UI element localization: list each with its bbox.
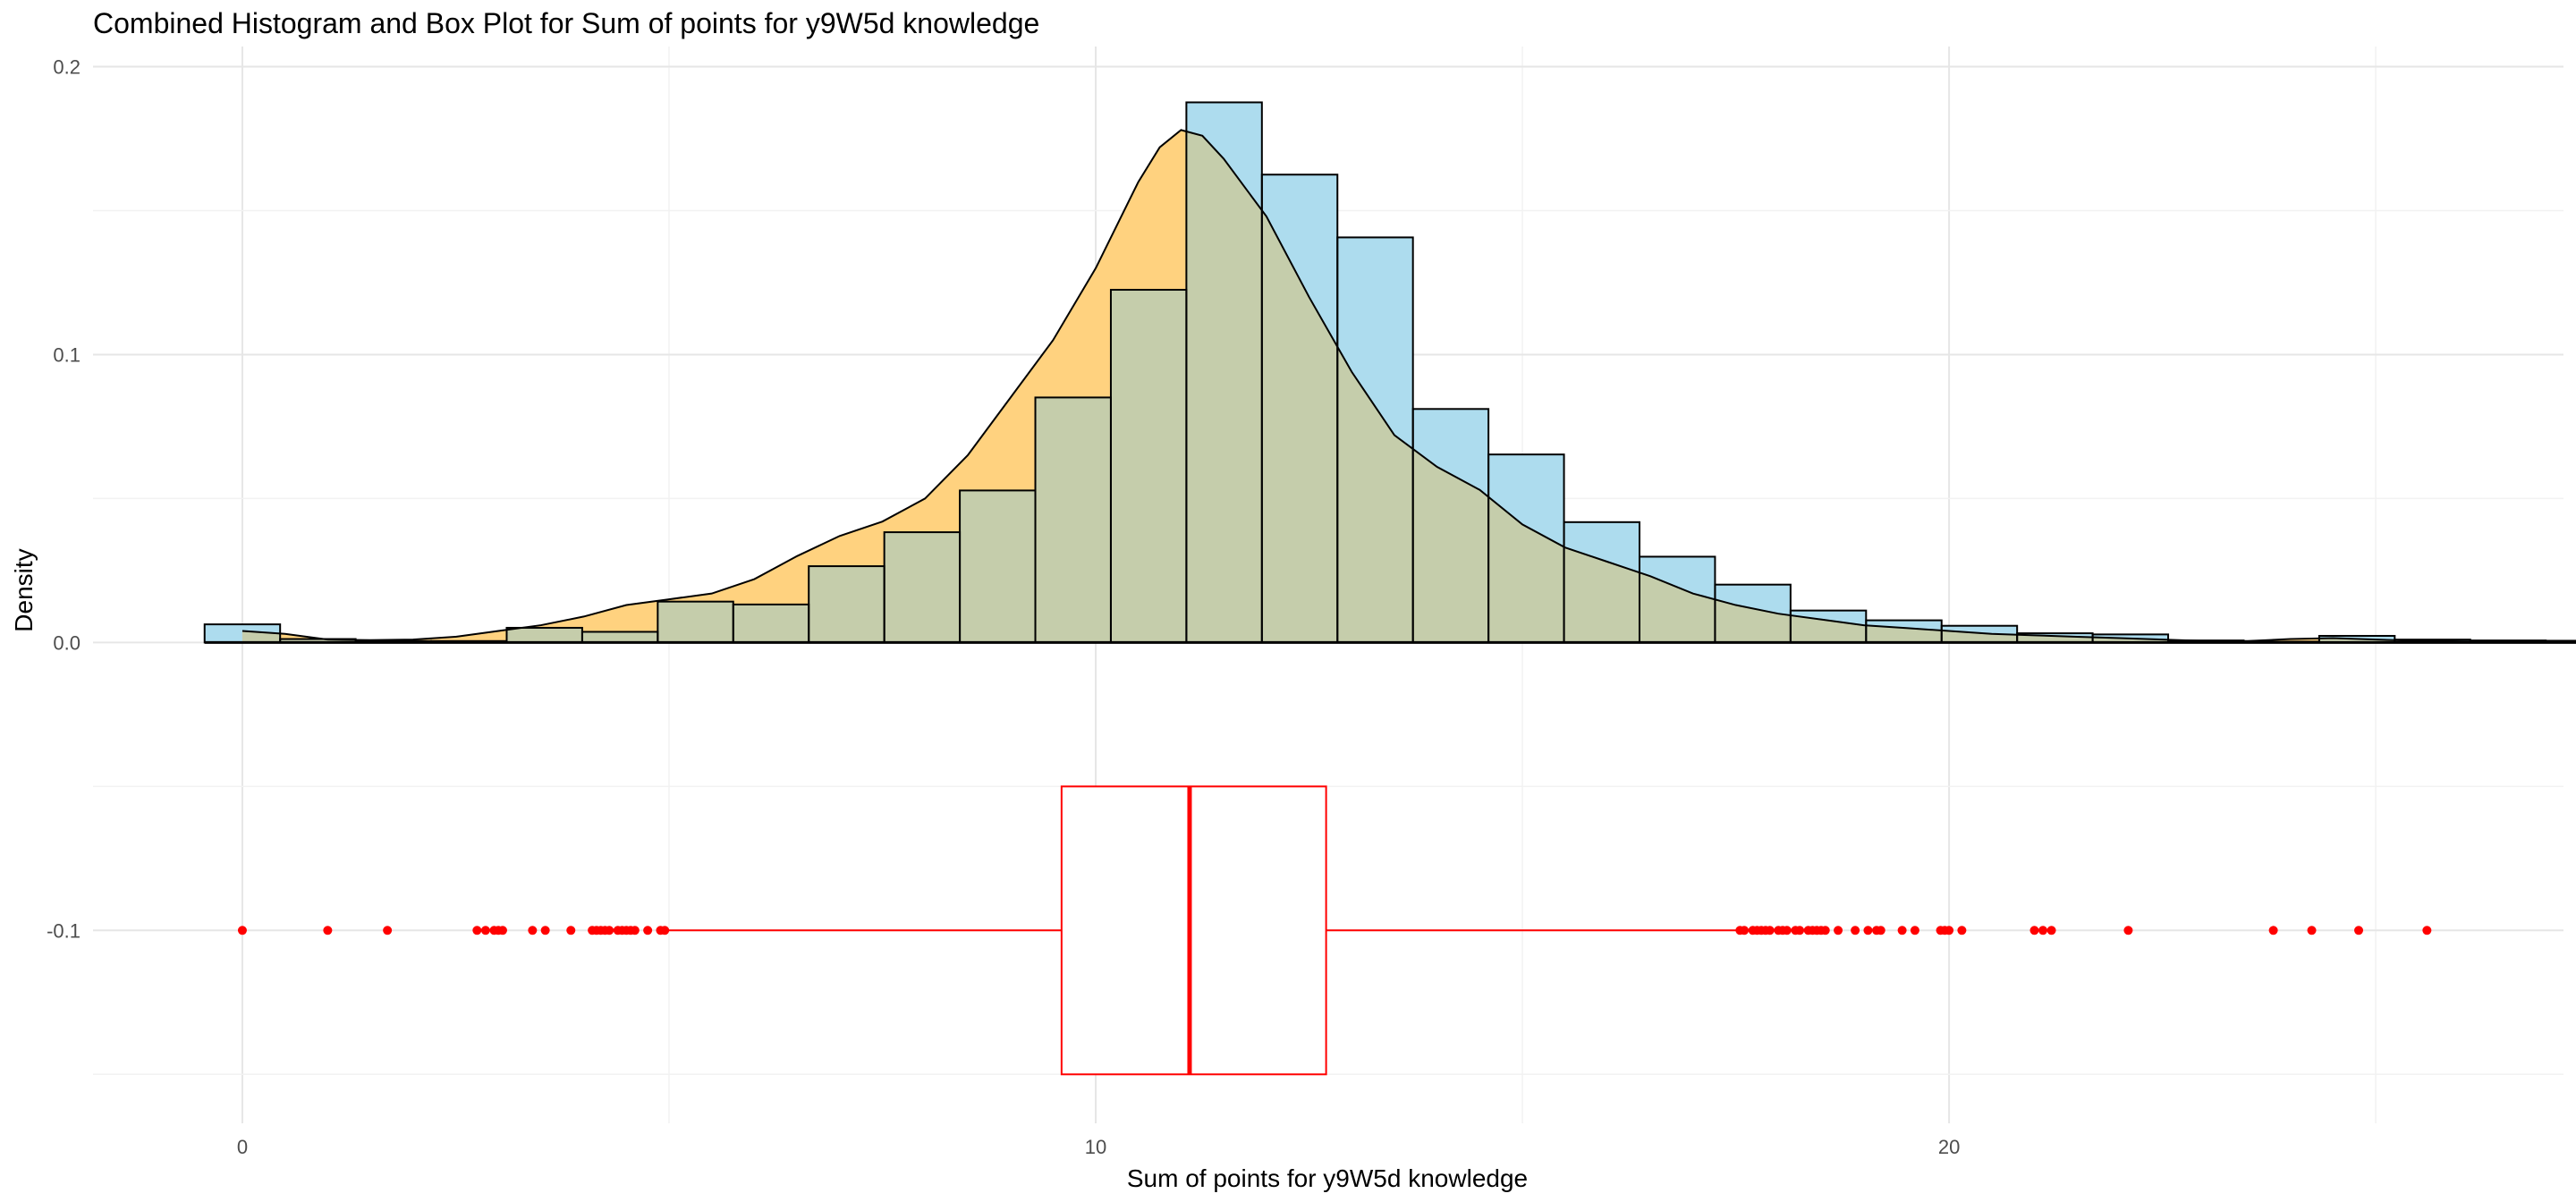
boxplot-outlier [643,926,653,935]
boxplot-outlier [323,926,333,935]
boxplot-outlier [540,926,550,935]
boxplot-outlier [660,926,670,935]
boxplot [237,785,2432,1076]
boxplot-box [1060,785,1327,1076]
boxplot-outlier [1851,926,1860,935]
x-tick-label: 20 [1938,1136,1960,1158]
x-axis-title: Sum of points for y9W5d knowledge [1127,1164,1528,1192]
axis-labels: 0 10 20 0.2 0.1 0.0 -0.1 [47,56,1960,1158]
density-curve [242,129,2504,643]
y-tick-label: -0.1 [47,919,80,942]
boxplot-outlier [2029,926,2039,935]
boxplot-outlier [1795,926,1805,935]
chart-title: Combined Histogram and Box Plot for Sum … [93,7,1040,39]
boxplot-outlier [2354,926,2364,935]
boxplot-outlier [2046,926,2056,935]
boxplot-outlier [2038,926,2048,935]
boxplot-outlier [566,926,576,935]
density-line [242,129,2504,643]
x-tick-label: 10 [1085,1136,1106,1158]
boxplot-outlier [1834,926,1843,935]
y-tick-label: 0.2 [53,56,80,79]
boxplot-outlier [1863,926,1873,935]
boxplot-outlier [1820,926,1830,935]
boxplot-outlier [605,926,614,935]
y-tick-label: 0.1 [53,343,80,366]
boxplot-outlier [383,926,393,935]
boxplot-outlier [1910,926,1919,935]
boxplot-outlier [2422,926,2432,935]
y-tick-label: 0.0 [53,631,80,654]
y-axis-title: Density [10,548,38,631]
boxplot-outlier [2307,926,2317,935]
histogram-outlines [203,101,2576,644]
boxplot-outlier [2123,926,2133,935]
boxplot-outlier [497,926,507,935]
boxplot-outlier [1740,926,1750,935]
boxplot-outlier [630,926,640,935]
x-tick-label: 0 [237,1136,248,1158]
boxplot-outlier [528,926,538,935]
boxplot-outlier [1957,926,1967,935]
density-histogram-overlap [242,130,2504,643]
boxplot-outlier [237,926,247,935]
boxplot-outlier [472,926,482,935]
boxplot-outlier [480,926,490,935]
boxplot-outlier [1897,926,1907,935]
boxplot-outlier [1765,926,1775,935]
boxplot-outlier [1945,926,1954,935]
boxplot-outlier [2268,926,2278,935]
boxplot-outlier [1876,926,1885,935]
boxplot-outlier [1782,926,1792,935]
